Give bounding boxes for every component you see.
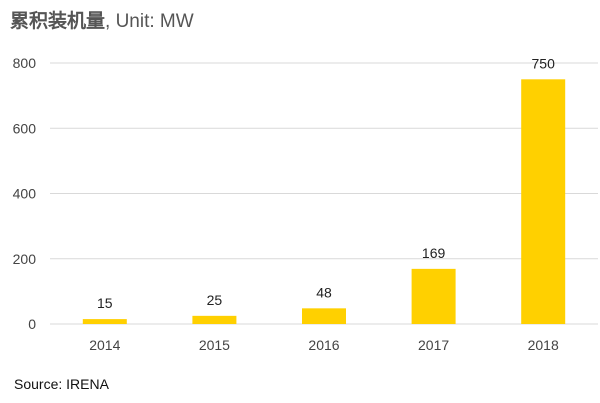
y-tick-label: 200 <box>13 251 37 267</box>
bar-2015 <box>192 315 237 324</box>
data-label: 48 <box>316 284 332 300</box>
data-label: 25 <box>207 292 223 308</box>
x-axis-ticks: 2014 2015 2016 2017 2018 <box>89 337 559 353</box>
data-label: 750 <box>532 55 556 71</box>
y-tick-label: 600 <box>13 120 37 136</box>
chart-title-main: 累积装机量 <box>10 10 106 32</box>
x-tick-label: 2018 <box>528 337 559 353</box>
y-tick-label: 400 <box>13 186 37 202</box>
source-note: Source: IRENA <box>14 376 109 392</box>
y-tick-label: 800 <box>13 55 37 71</box>
x-tick-label: 2016 <box>308 337 339 353</box>
chart-title-unit: , Unit: MW <box>105 11 194 32</box>
y-axis-ticks: 0 200 400 600 800 <box>13 55 37 332</box>
chart-title: 累积装机量, Unit: MW <box>10 6 194 33</box>
bar-2014 <box>82 319 127 324</box>
bar-2016 <box>302 308 346 324</box>
x-tick-label: 2014 <box>89 337 120 353</box>
data-labels: 15 25 48 169 750 <box>97 55 555 311</box>
data-label: 15 <box>97 295 113 311</box>
bar-2018 <box>521 79 566 324</box>
y-tick-label: 0 <box>28 316 36 332</box>
data-label: 169 <box>422 245 446 261</box>
bar-2017 <box>411 268 456 324</box>
bars <box>82 79 566 324</box>
x-tick-label: 2017 <box>418 337 449 353</box>
x-tick-label: 2015 <box>199 337 230 353</box>
